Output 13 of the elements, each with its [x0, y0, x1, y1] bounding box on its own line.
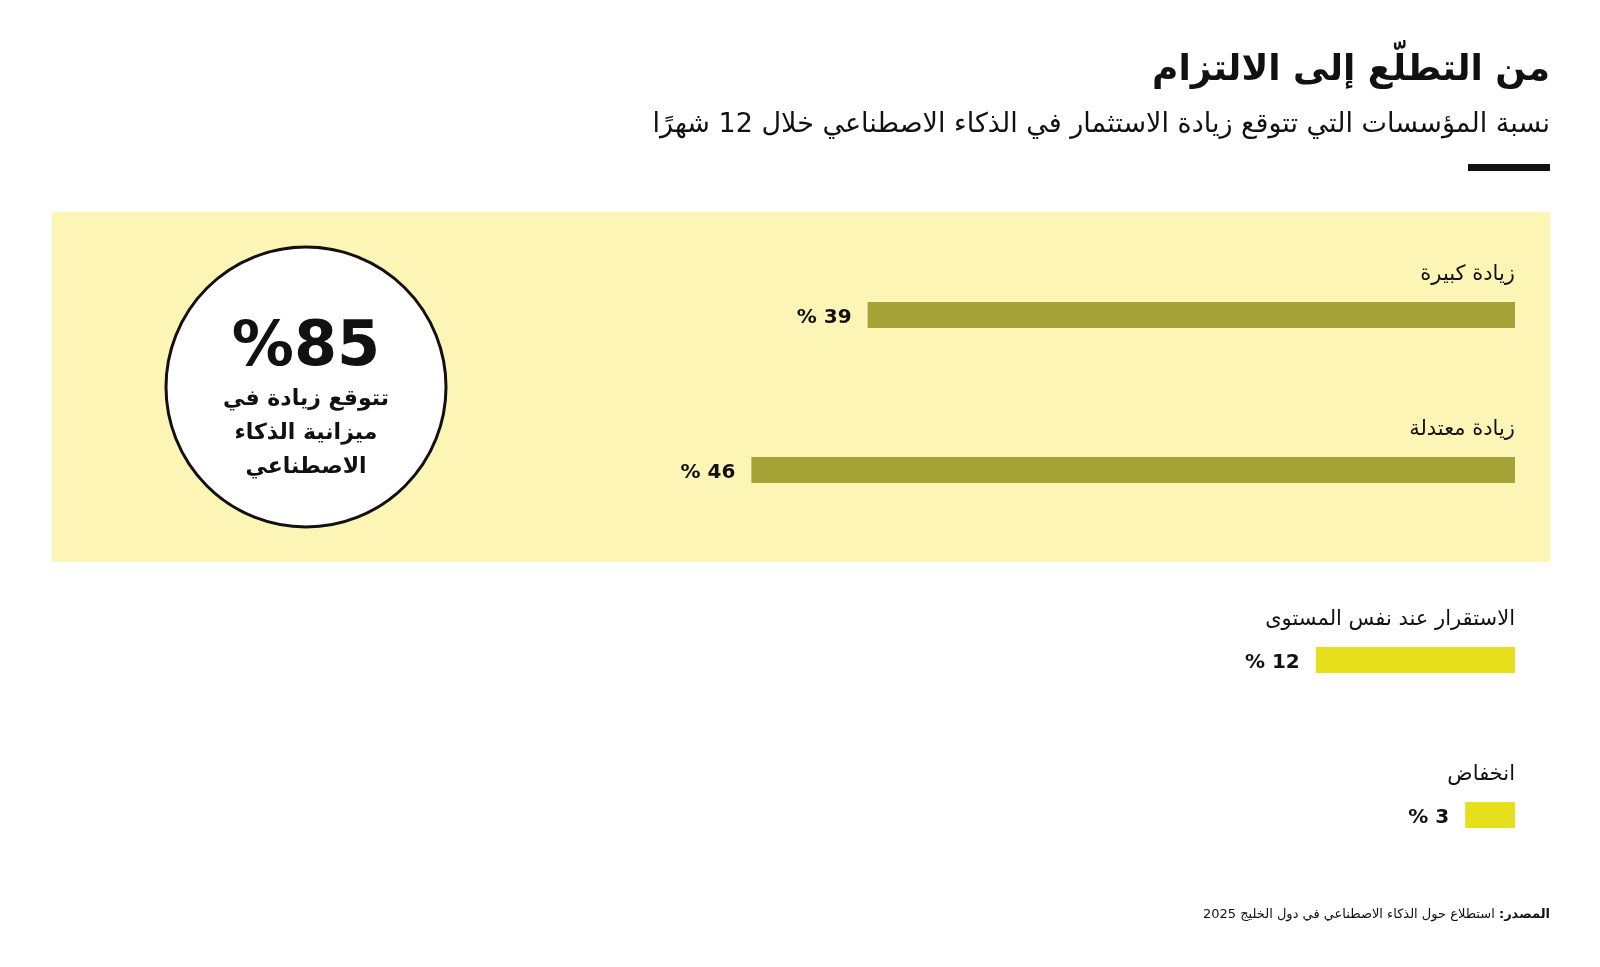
chart-title: من التطلّع إلى الالتزام: [1152, 40, 1550, 89]
data-label: 12 %: [1244, 649, 1300, 673]
data-label: 39 %: [796, 304, 852, 328]
text: تتوقع زيادة في ميزانية الذكاء الاصطناعي: [223, 385, 389, 479]
annotation: المصدر: استطلاع حول الذكاء الاصطناعي في دول الخليج 2025: [1202, 906, 1550, 922]
text: %85: [231, 307, 381, 380]
y-tick-label: زيادة معتدلة: [1409, 416, 1515, 440]
data-label: 3 %: [1408, 804, 1450, 828]
y-tick-label: الاستقرار عند نفس المستوى: [1265, 606, 1515, 630]
chart-subtitle: نسبة المؤسسات التي تتوقع زيادة الاستثمار في الذكاء الاصطناعي خلال 12 شهرًا: [652, 107, 1550, 139]
data-label: 46 %: [680, 459, 736, 483]
y-tick-label: زيادة كبيرة: [1420, 261, 1515, 285]
y-tick-label: انخفاض: [1447, 761, 1515, 785]
